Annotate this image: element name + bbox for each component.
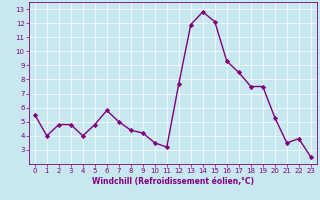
X-axis label: Windchill (Refroidissement éolien,°C): Windchill (Refroidissement éolien,°C) xyxy=(92,177,254,186)
